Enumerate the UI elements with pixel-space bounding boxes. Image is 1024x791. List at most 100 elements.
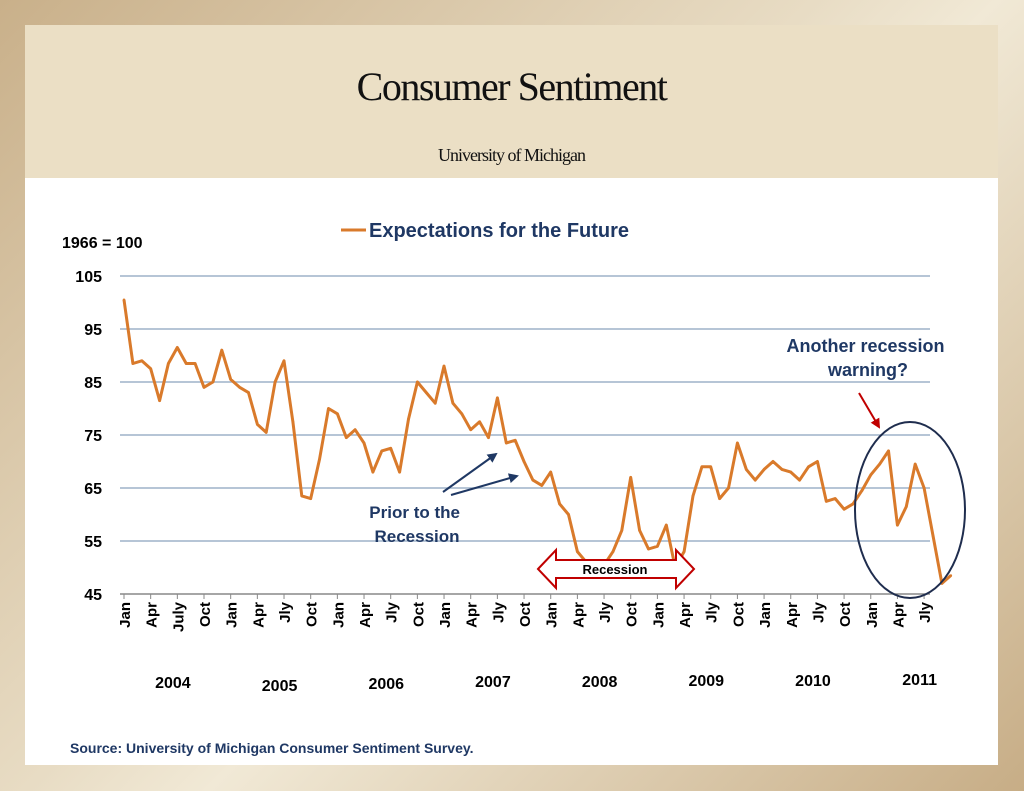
x-tick-label: Jly [917, 601, 934, 623]
data-point [629, 476, 632, 479]
data-point [860, 489, 864, 492]
data-point [780, 468, 784, 471]
data-point [149, 367, 152, 371]
data-point [487, 436, 490, 439]
x-tick-label: Oct [837, 602, 854, 627]
x-tick-label: Apr [890, 602, 907, 628]
data-point [567, 513, 570, 516]
data-point [549, 470, 552, 474]
data-point [318, 457, 321, 461]
data-point [558, 502, 561, 506]
x-tick-label: Jan [330, 602, 347, 628]
data-point [336, 412, 339, 416]
data-point [709, 465, 712, 469]
data-point [851, 502, 855, 506]
data-point [193, 362, 197, 365]
recession-label: Recession [582, 562, 647, 577]
slide-header: Consumer Sentiment University of Michiga… [25, 25, 998, 178]
data-point [816, 460, 819, 463]
data-point [896, 523, 899, 527]
x-tick-label: Apr [357, 602, 374, 628]
x-tick-label: Jly [490, 601, 507, 623]
legend-label: Expectations for the Future [369, 220, 629, 242]
unit-note: 1966 = 100 [62, 235, 143, 252]
data-point [309, 497, 313, 500]
data-point [229, 378, 232, 381]
data-point [273, 380, 277, 384]
data-point [718, 497, 721, 500]
data-point [647, 547, 650, 551]
data-point [869, 473, 873, 477]
warning-arrow [858, 392, 881, 429]
year-label: 2007 [475, 674, 511, 691]
x-tick-label: Apr [677, 602, 694, 628]
year-label: 2011 [902, 672, 937, 689]
data-point [389, 447, 393, 450]
data-point [362, 441, 366, 445]
data-point [247, 391, 250, 394]
x-tick-label: Oct [197, 602, 214, 627]
year-label: 2009 [688, 673, 724, 690]
data-point [842, 507, 846, 511]
x-tick-label: Jly [277, 601, 294, 623]
annotation-prior: Prior to the Recession [369, 503, 464, 546]
year-label: 2005 [262, 678, 298, 695]
data-point [522, 460, 526, 463]
x-tick-label: Jly [384, 601, 401, 623]
data-point [833, 497, 837, 500]
data-point [531, 478, 535, 482]
x-tick-label: Apr [464, 602, 481, 628]
highlight-ellipse [854, 421, 966, 599]
data-point [433, 401, 437, 405]
prior-arrow-1 [442, 452, 498, 493]
x-tick-label: Jan [437, 602, 454, 628]
y-tick-label: 105 [75, 269, 102, 286]
y-tick-label: 75 [84, 428, 102, 445]
data-point [922, 486, 926, 490]
x-tick-label: July [170, 601, 187, 632]
x-tick-label: Jly [597, 601, 614, 623]
data-point [416, 380, 419, 384]
data-point [825, 500, 828, 503]
data-point [291, 420, 295, 424]
x-tick-label: Apr [784, 602, 801, 628]
data-point [220, 348, 224, 352]
data-point [807, 465, 810, 469]
data-point [656, 545, 659, 548]
data-point [913, 462, 917, 466]
data-point [762, 468, 766, 471]
data-point [727, 486, 730, 490]
x-tick-label: Oct [730, 602, 747, 627]
x-tick-label: Jan [864, 602, 881, 628]
prior-arrow-2 [450, 473, 519, 496]
data-point [176, 346, 179, 349]
y-tick-label: 95 [84, 322, 102, 339]
x-tick-label: Jan [757, 602, 774, 628]
data-point [798, 478, 801, 482]
data-point [158, 399, 161, 402]
data-point [753, 478, 757, 482]
source-note: Source: University of Michigan Consumer … [70, 740, 474, 756]
data-point [264, 431, 268, 434]
data-point [469, 428, 473, 432]
data-point [140, 359, 144, 363]
data-point [460, 412, 464, 416]
x-tick-label: Apr [250, 602, 267, 628]
slide-subtitle: University of Michigan [438, 145, 586, 165]
x-tick-label: Oct [410, 602, 427, 627]
data-point [398, 470, 401, 474]
y-tick-label: 55 [84, 534, 102, 551]
data-point [353, 428, 357, 432]
data-point [407, 417, 410, 421]
x-tick-label: Jly [704, 601, 721, 623]
data-point [202, 386, 206, 389]
x-tick-label: Jan [224, 602, 241, 628]
year-label: 2010 [795, 673, 831, 690]
data-point [184, 362, 188, 365]
x-tick-label: Oct [517, 602, 534, 627]
data-point [736, 441, 739, 445]
data-point [638, 529, 641, 532]
y-tick-label: 85 [84, 375, 102, 392]
annotation-warning: Another recession warning? [786, 336, 949, 380]
